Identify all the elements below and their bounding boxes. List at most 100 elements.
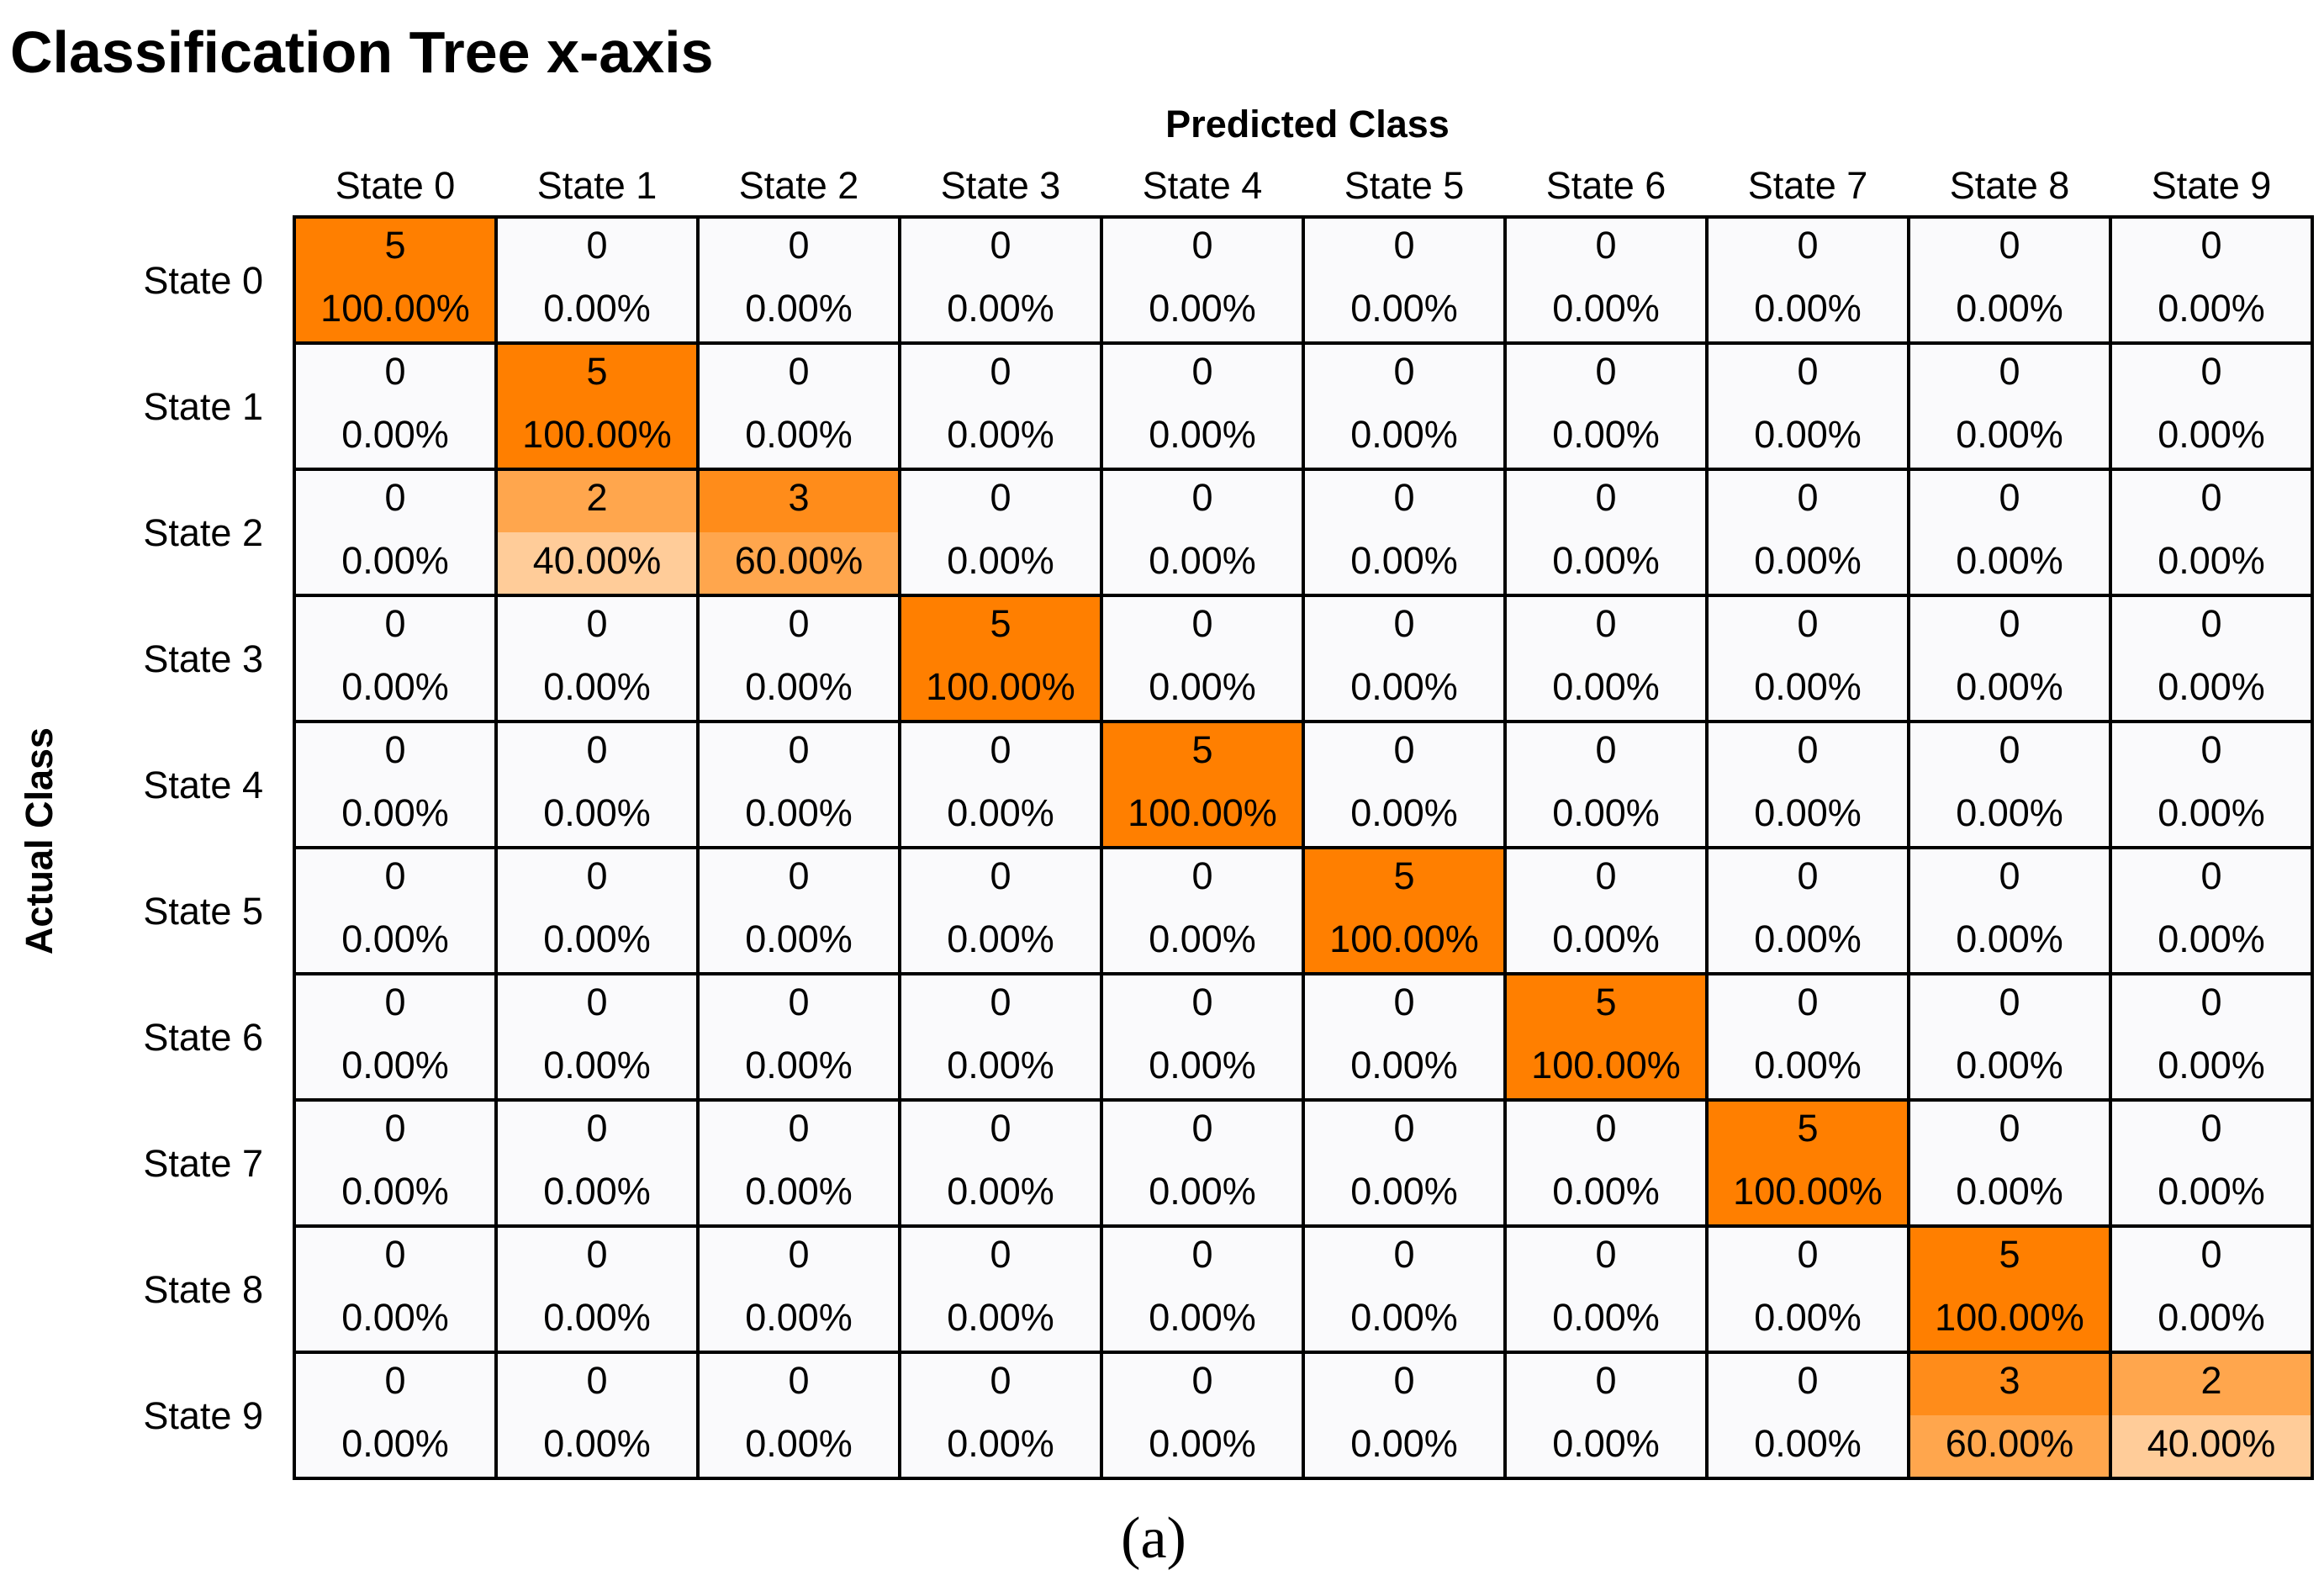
matrix-cell: 5 100.00% <box>900 595 1101 722</box>
matrix-cell: 0 0.00% <box>900 469 1101 595</box>
cell-count-fill <box>1101 974 1303 1037</box>
matrix-cell: 0 0.00% <box>496 848 698 974</box>
cell-percent-fill <box>1707 1037 1909 1100</box>
cell-percent-fill <box>1909 280 2110 343</box>
matrix-cell: 0 0.00% <box>900 1226 1101 1352</box>
cell-count-fill <box>1505 1226 1707 1289</box>
cell-percent-fill <box>2110 785 2312 848</box>
cell-count-fill <box>698 469 900 532</box>
cell-percent-label: 0.00% <box>1552 665 1660 708</box>
cell-percent-label: 0.00% <box>1149 1044 1256 1086</box>
matrix-cell: 0 0.00% <box>1101 1100 1303 1226</box>
cell-count-label: 0 <box>1797 728 1818 771</box>
cell-percent-label: 0.00% <box>2158 1044 2265 1086</box>
matrix-cell: 0 0.00% <box>698 1226 900 1352</box>
cell-percent-label: 0.00% <box>341 1170 449 1213</box>
cell-percent-label: 0.00% <box>1754 539 1862 582</box>
matrix-cell: 0 0.00% <box>2110 722 2312 848</box>
matrix-cell: 0 0.00% <box>1303 1226 1505 1352</box>
cell-count-label: 5 <box>1393 854 1414 897</box>
matrix-cell: 0 0.00% <box>698 1352 900 1478</box>
cell-percent-label: 0.00% <box>341 665 449 708</box>
cell-count-label: 5 <box>1595 981 1616 1023</box>
cell-percent-fill <box>698 532 900 595</box>
matrix-cell: 5 100.00% <box>1101 722 1303 848</box>
cell-count-label: 0 <box>990 981 1011 1023</box>
cell-count-label: 0 <box>586 854 607 897</box>
matrix-cell: 0 0.00% <box>1505 469 1707 595</box>
cell-count-fill <box>1909 848 2110 911</box>
cell-count-fill <box>698 343 900 406</box>
cell-count-label: 0 <box>788 1233 809 1276</box>
cell-percent-label: 0.00% <box>2158 287 2265 330</box>
cell-count-label: 0 <box>2200 224 2221 267</box>
cell-percent-fill <box>1101 1037 1303 1100</box>
cell-percent-label: 0.00% <box>1754 1044 1862 1086</box>
cell-percent-label: 0.00% <box>947 917 1054 960</box>
cell-count-fill <box>1707 469 1909 532</box>
cell-count-fill <box>1303 1226 1505 1289</box>
cell-percent-label: 40.00% <box>2147 1422 2276 1465</box>
cell-percent-fill <box>496 658 698 722</box>
matrix-grid <box>293 215 2314 1480</box>
cell-count-label: 0 <box>1797 854 1818 897</box>
cell-percent-label: 0.00% <box>543 1044 651 1086</box>
cell-percent-fill <box>1707 1415 1909 1478</box>
cell-count-label: 0 <box>990 476 1011 519</box>
matrix-cell: 0 0.00% <box>1707 974 1909 1100</box>
cell-count-fill <box>496 1352 698 1415</box>
cell-count-fill <box>1909 343 2110 406</box>
cell-percent-label: 0.00% <box>1956 665 2063 708</box>
cell-count-fill <box>698 1226 900 1289</box>
cell-percent-label: 0.00% <box>1956 413 2063 456</box>
cell-count-fill <box>1505 217 1707 280</box>
cell-percent-fill <box>1101 532 1303 595</box>
cell-count-fill <box>1101 1352 1303 1415</box>
matrix-cell: 0 0.00% <box>1707 343 1909 469</box>
cell-count-fill <box>1909 217 2110 280</box>
cell-count-fill <box>1909 469 2110 532</box>
cell-count-label: 0 <box>1191 1233 1212 1276</box>
matrix-cell: 0 0.00% <box>1909 1100 2110 1226</box>
cell-count-fill <box>294 974 496 1037</box>
cell-count-fill <box>294 848 496 911</box>
cell-percent-fill <box>698 1037 900 1100</box>
cell-percent-fill <box>1505 1415 1707 1478</box>
cell-count-label: 0 <box>384 350 405 393</box>
cell-percent-fill <box>294 1415 496 1478</box>
cell-count-fill <box>1505 1352 1707 1415</box>
cell-percent-fill <box>1909 1037 2110 1100</box>
matrix-cell: 0 0.00% <box>2110 848 2312 974</box>
matrix-cell: 0 0.00% <box>294 1226 496 1352</box>
cell-count-label: 0 <box>1191 1107 1212 1150</box>
cell-count-label: 0 <box>990 1359 1011 1402</box>
matrix-cell: 2 40.00% <box>2110 1352 2312 1478</box>
cell-percent-label: 0.00% <box>1552 413 1660 456</box>
cell-count-label: 5 <box>384 224 405 267</box>
cell-percent-label: 60.00% <box>1946 1422 2074 1465</box>
matrix-cell: 0 0.00% <box>1909 343 2110 469</box>
x-axis-title: Predicted Class <box>1165 103 1450 145</box>
cell-percent-label: 0.00% <box>1956 791 2063 834</box>
matrix-cell: 0 0.00% <box>900 343 1101 469</box>
cell-percent-label: 0.00% <box>2158 665 2265 708</box>
cell-count-label: 0 <box>990 350 1011 393</box>
cell-count-fill <box>496 974 698 1037</box>
cell-count-fill <box>1505 469 1707 532</box>
cell-count-label: 0 <box>788 1359 809 1402</box>
cell-count-fill <box>1101 1226 1303 1289</box>
cell-percent-fill <box>1303 785 1505 848</box>
cell-count-fill <box>1707 595 1909 658</box>
x-tick-label: State 7 <box>1748 164 1868 207</box>
cell-percent-label: 0.00% <box>1956 539 2063 582</box>
matrix-cell: 5 100.00% <box>1707 1100 1909 1226</box>
cell-count-label: 0 <box>384 1359 405 1402</box>
matrix-cell: 2 40.00% <box>496 469 698 595</box>
cell-count-label: 0 <box>788 1107 809 1150</box>
cell-count-fill <box>496 1100 698 1163</box>
cell-percent-label: 100.00% <box>1128 791 1277 834</box>
cell-percent-fill <box>1707 1163 1909 1226</box>
cell-count-fill <box>1505 848 1707 911</box>
cell-percent-fill <box>2110 1415 2312 1478</box>
